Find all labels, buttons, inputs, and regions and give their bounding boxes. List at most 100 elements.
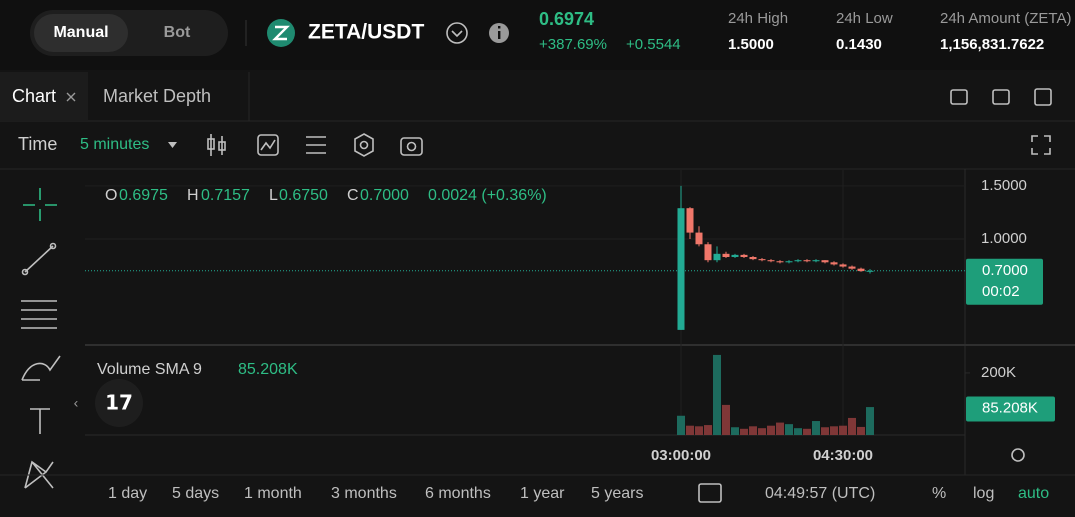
list-icon[interactable] [306,136,326,154]
volume-bar [740,428,748,435]
tab-depth[interactable]: Market Depth [103,86,211,106]
candle-body [731,254,739,257]
mode-active[interactable] [34,14,128,52]
coin-glyph [272,25,290,41]
range[interactable]: 5 days [172,485,219,502]
candle-body [866,270,874,272]
interval[interactable]: 5 minutes [80,136,149,153]
line-tool[interactable] [24,245,54,273]
auto-toggle[interactable]: auto [1018,485,1049,502]
stat-value: 1,156,831.7622 [940,36,1044,53]
mode-bot[interactable]: Bot [164,24,191,41]
stat-label: 24h High [728,10,788,27]
toolbar-icons [207,133,1051,157]
volume-bar [839,425,847,435]
time-label: Time [18,134,57,154]
candle-body [695,232,703,245]
fullscreen-icon[interactable] [1034,88,1052,106]
volume-bar [695,426,703,435]
text-tool[interactable] [30,408,50,434]
volume-bar [767,425,775,435]
clock: 04:49:57 (UTC) [765,485,875,502]
volume-badge-label: 85.208K [982,400,1038,417]
volume-badge [966,396,1055,422]
legend-key: C [347,187,359,204]
range[interactable]: 1 day [108,485,147,502]
volume-bar [731,427,739,435]
legend-value: 0.7157 [201,187,250,204]
pair-dropdown[interactable] [446,22,468,44]
volume-bar [848,417,856,435]
legend-key: O [105,187,117,204]
legend-key: H [187,187,199,204]
range[interactable]: 1 year [520,485,565,502]
stat-value: 0.1430 [836,36,882,53]
tab-chart[interactable]: Chart [12,86,56,106]
mode-manual[interactable]: Manual [53,24,108,41]
candle-body [713,253,721,261]
ohlc-legend: O 0.6975 H 0.7157 L 0.6750 C 0.7000 0.00… [105,187,547,204]
candle-body [830,262,838,265]
volume-bar [794,428,802,435]
volume-title: Volume SMA 9 [97,361,202,378]
camera-icon[interactable] [400,137,423,156]
info-glyph [498,26,501,29]
tab-close[interactable] [66,92,76,102]
range[interactable]: 5 years [591,485,643,502]
chart-panel [0,70,1075,517]
goto-icon[interactable] [698,483,722,503]
tab-active[interactable] [0,72,88,121]
candle-body [848,266,856,269]
candle-body [740,254,748,257]
volume-bar [713,354,721,435]
range[interactable]: 1 month [244,485,302,502]
price-badge [966,258,1043,305]
crosshair-tool[interactable] [23,188,57,221]
axis-settings[interactable] [1011,448,1025,462]
last-price: 0.6974 [539,9,594,29]
volume-bar [677,415,685,435]
volume-bar [785,424,793,435]
candle-body [812,260,820,262]
brush-tool[interactable] [21,355,61,381]
candle-body [677,208,685,330]
candle-body [803,260,811,262]
drawing-tools [21,188,61,489]
settings-icon[interactable] [354,133,374,157]
percent-toggle[interactable]: % [932,485,946,502]
x-tick-label: 04:30:00 [813,447,873,464]
stat-label: 24h Low [836,10,893,27]
volume-bar [749,426,757,435]
window-icon[interactable] [950,89,968,105]
candle-body [821,260,829,263]
x-tick-label: 03:00:00 [651,447,711,464]
indicator-icon[interactable] [257,134,279,156]
fib-tool[interactable] [21,300,57,329]
range[interactable]: 3 months [331,485,397,502]
y-tick-label: 1.5000 [981,177,1027,194]
candle-body [857,268,865,272]
candle-body [722,253,730,257]
change-pct: +387.69% [539,36,607,53]
volume-bar [821,427,829,435]
candle-body [794,260,802,262]
volume-bar [866,407,874,435]
candle-body [839,264,847,267]
candle-body [749,257,757,260]
tv-logo[interactable] [95,379,143,427]
volume-tick-label: 200K [981,364,1016,381]
window-icon[interactable] [992,89,1010,105]
collapse-arrow[interactable]: ‹ [74,395,79,411]
range[interactable]: 6 months [425,485,491,502]
legend-key: L [269,187,278,204]
expand-icon[interactable] [1031,135,1051,155]
volume-bar [722,404,730,435]
volume-sma: 85.208K [238,361,298,378]
candle-body [776,261,784,263]
volume-bar [776,422,784,435]
log-toggle[interactable]: log [973,485,994,502]
candle-body [767,260,775,262]
volume-bar [857,426,865,435]
pair[interactable]: ZETA/USDT [308,21,424,44]
